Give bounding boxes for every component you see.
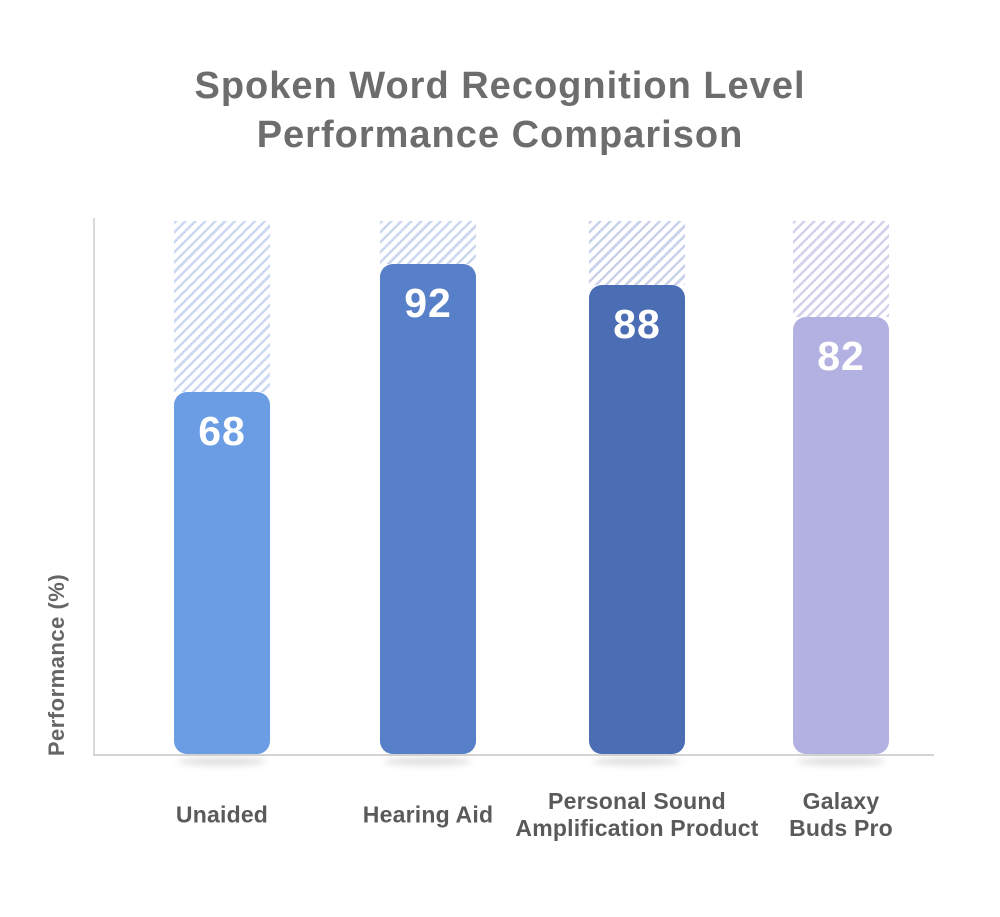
bar-group-hearing-aid: 92 [380,221,476,765]
chart-title-line1: Spoken Word Recognition Level [194,65,806,107]
bar-hatch-remainder-hearing-aid [380,221,476,264]
bar-galaxy-buds-pro: 82 [793,317,889,754]
category-label-line: Galaxy [802,788,880,814]
bar-hearing-aid: 92 [380,264,476,754]
bar-value-label-psap: 88 [613,301,661,347]
category-label-line: Buds Pro [789,815,893,841]
category-label-line: Personal Sound [548,788,726,814]
bar-hatch-remainder-galaxy-buds-pro [793,221,889,317]
category-label-line: Unaided [175,801,269,828]
bar-shadow [384,758,472,765]
bar-shadow [593,758,681,765]
bar-hatch-remainder-psap [589,221,685,285]
bar-value-label-hearing-aid: 92 [404,280,452,326]
chart-title: Spoken Word Recognition Level Performanc… [0,62,1000,160]
bar-value-label-unaided: 68 [198,408,246,454]
bar-unaided: 68 [174,392,270,754]
category-label-galaxy-buds-pro: Galaxy Buds Pro [789,788,893,842]
category-label-line: Hearing Aid [362,801,494,828]
bar-group-galaxy-buds-pro: 82 [793,221,889,765]
bar-psap: 88 [589,285,685,754]
category-label-unaided: Unaided [176,802,268,829]
chart-title-line2: Performance Comparison [256,114,744,156]
bar-group-psap: 88 [589,221,685,765]
category-label-hearing-aid: Hearing Aid [363,802,493,829]
y-axis-line [93,218,95,755]
bar-hatch-remainder-unaided [174,221,270,392]
bar-value-label-galaxy-buds-pro: 82 [817,333,865,379]
y-axis-label: Performance (%) [44,573,69,757]
bar-shadow [797,758,885,765]
category-label-psap: Personal Sound Amplification Product [515,788,758,842]
bar-shadow [178,758,266,765]
bar-group-unaided: 68 [174,221,270,765]
category-label-line: Amplification Product [515,815,759,841]
x-axis-baseline [93,754,934,756]
